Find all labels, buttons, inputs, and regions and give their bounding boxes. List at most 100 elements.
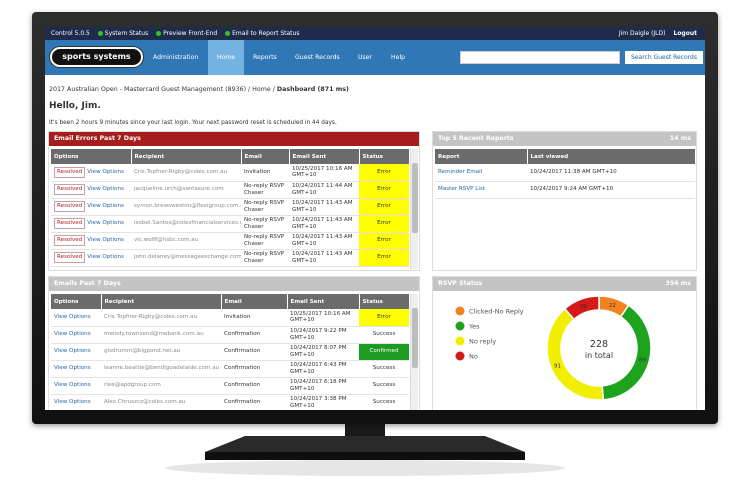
email-type: No-reply RSVP Chaser <box>241 249 289 267</box>
cell: 10/24/2017 9:24 AM GMT+10 <box>527 181 695 199</box>
view-options-link[interactable]: View Options <box>54 331 91 338</box>
donut-segment <box>563 295 600 321</box>
table-row: Resolved View Options jacqueline.urch@sant… <box>51 181 409 199</box>
rsvp-chart: 22 Clicked-No Reply 89 Yes 91 No reply 26 No 228… <box>455 295 652 401</box>
recipient: melody.townsend@mebank.com.au <box>101 326 221 344</box>
email-sent: 10/24/2017 6:18 PM GMT+10 <box>287 377 359 395</box>
nav-item[interactable]: User <box>358 54 373 61</box>
nav-item[interactable]: Guest Records <box>295 54 340 61</box>
emails-panel: Emails Past 7 Days Options Recipient Email… <box>48 276 420 410</box>
view-options-link[interactable]: View Options <box>54 399 91 406</box>
view-options-link[interactable]: View Options <box>87 254 124 261</box>
table-row: Resolved View Options isobel.Santos@colesf… <box>51 215 409 233</box>
panel-title: Top 5 Recent Reports 14 ms <box>433 132 696 146</box>
status-link[interactable]: System Status <box>98 30 148 37</box>
resolved-button[interactable]: Resolved <box>54 167 86 178</box>
recipient: vic.wolff@hsbc.com.au <box>131 232 241 250</box>
column-header: Status <box>359 294 410 309</box>
nav-item[interactable]: Home <box>208 40 244 75</box>
legend-label: Yes <box>468 323 480 331</box>
report-link[interactable]: Reminder Email <box>435 164 527 182</box>
table-row: Resolved View Options symon.brewsweston@fl… <box>51 198 409 216</box>
logo[interactable]: sports systems <box>50 47 143 67</box>
search-button[interactable]: Search Guest Records <box>625 51 703 64</box>
data-table: Options Recipient Email Email Sent Status Vie… <box>51 294 410 410</box>
status: Success <box>359 394 409 410</box>
panel-title: Email Errors Past 7 Days <box>49 132 419 146</box>
view-options-link[interactable]: View Options <box>87 220 124 227</box>
email-type: Confirmation <box>221 360 287 378</box>
resolved-button[interactable]: Resolved <box>54 218 86 229</box>
scrollbar[interactable] <box>410 294 418 410</box>
nav-item[interactable]: Administration <box>153 54 199 61</box>
options-cell: View Options <box>51 326 101 344</box>
version: Control 5.0.5 <box>51 30 90 37</box>
column-header: Email Sent <box>287 294 360 309</box>
nav-item[interactable]: Reports <box>253 54 277 61</box>
resolved-button[interactable]: Resolved <box>54 235 86 246</box>
status: Error <box>359 309 409 327</box>
breadcrumb-path[interactable]: 2017 Australian Open - Mastercard Guest … <box>49 86 277 93</box>
search-input[interactable] <box>460 51 620 64</box>
status: Error <box>359 181 409 199</box>
status-link[interactable]: Preview Front-End <box>156 30 217 37</box>
total-caption: in total <box>585 351 613 360</box>
segment-label: 26 <box>580 304 587 310</box>
email-type: No-reply RSVP Chaser <box>241 181 289 199</box>
resolved-button[interactable]: Resolved <box>54 252 86 263</box>
nav-item[interactable]: Help <box>391 54 406 61</box>
scroll-thumb[interactable] <box>412 163 418 233</box>
view-options-link[interactable]: View Options <box>87 237 124 244</box>
legend-label: Clicked-No Reply <box>469 308 524 316</box>
header-row: Options Recipient Email Email Sent Status <box>51 294 410 309</box>
report-link[interactable]: Master RSVP List <box>435 181 527 199</box>
recipient: glsdrumm@bigpond.net.au <box>101 343 221 361</box>
email-sent: 10/25/2017 10:16 AM GMT+10 <box>289 164 359 182</box>
user-area: Jim Daigle (JLD) Logout <box>619 27 697 40</box>
login-note: It's been 2 hours 9 minutes since your l… <box>49 120 337 126</box>
view-options-link[interactable]: View Options <box>54 314 91 320</box>
status-link[interactable]: Email to Report Status <box>225 30 299 37</box>
nav-bar: sports systems Administration Home Repor… <box>45 40 705 75</box>
recipient: isobel.Santos@colesfinancialservices.com… <box>131 215 241 233</box>
status: Success <box>359 326 409 344</box>
legend-label: No <box>469 353 478 361</box>
view-options-link[interactable]: View Options <box>87 203 124 210</box>
email-sent: 10/24/2017 11:43 AM GMT+10 <box>289 232 359 250</box>
cell: 10/24/2017 11:38 AM GMT+10 <box>527 164 695 182</box>
email-sent: 10/24/2017 3:38 PM GMT+10 <box>287 394 359 410</box>
email-type: Invitation <box>221 309 287 327</box>
scroll-thumb[interactable] <box>412 308 418 368</box>
status: Success <box>359 360 409 378</box>
scrollbar[interactable] <box>410 149 418 269</box>
recipient: rlee@apdgroup.com <box>101 377 221 395</box>
options-cell: View Options <box>51 377 101 395</box>
resolved-button[interactable]: Resolved <box>54 201 86 212</box>
options-cell: View Options <box>51 343 101 361</box>
view-options-link[interactable]: View Options <box>54 348 91 355</box>
column-header: Email Sent <box>289 149 360 164</box>
options-cell: View Options <box>51 394 101 410</box>
table-row: View Options rlee@apdgroup.com Confirmatio… <box>51 377 409 395</box>
column-header: Options <box>51 294 102 309</box>
resolved-button[interactable]: Resolved <box>54 184 86 195</box>
reports-panel: Top 5 Recent Reports 14 ms Report Last vie… <box>432 131 697 271</box>
header-row: Options Recipient Email Email Sent Status <box>51 149 410 164</box>
email-sent: 10/25/2017 10:16 AM GMT+10 <box>287 309 359 327</box>
email-sent: 10/24/2017 11:43 AM GMT+10 <box>289 198 359 216</box>
top-bar: Control 5.0.5 System Status Preview Fron… <box>45 27 705 40</box>
timing: 14 ms <box>669 135 691 142</box>
logout[interactable]: Logout <box>673 30 697 37</box>
view-options-link[interactable]: View Options <box>87 186 124 193</box>
view-options-link[interactable]: View Options <box>54 365 91 372</box>
view-options-link[interactable]: View Options <box>54 382 91 389</box>
column-header: Recipient <box>131 149 242 164</box>
column-header: Email <box>241 149 290 164</box>
recipient: symon.brewsweston@flexigroup.com.au <box>131 198 241 216</box>
email-type: No-reply RSVP Chaser <box>241 232 289 250</box>
legend-label: No reply <box>469 338 496 346</box>
user-name[interactable]: Jim Daigle (JLD) <box>618 30 666 37</box>
table-row: Resolved View Options vic.wolff@hsbc.com.a… <box>51 232 409 250</box>
view-options-link[interactable]: View Options <box>87 169 124 175</box>
recipient: jacqueline.urch@santasure.com <box>131 181 241 199</box>
